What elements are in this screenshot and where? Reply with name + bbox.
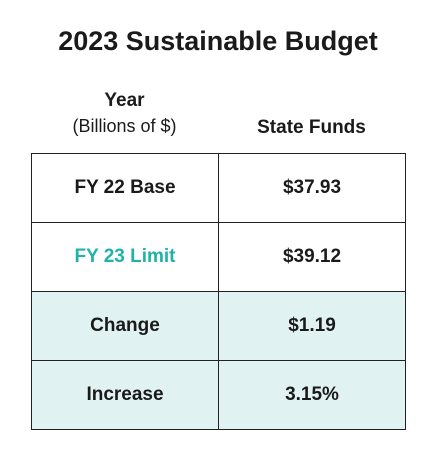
cell: $1.19 [218,291,406,361]
row: FY 23 Limit $39.12 [31,222,406,292]
cell: $39.12 [218,222,406,292]
title: 2023 Sustainable Budget [58,26,378,56]
row: Change $1.19 [31,291,406,361]
cell: Increase [31,360,219,430]
column-header: State Funds [218,117,405,139]
budget-table: FY 22 Base $37.93 FY 23 Limit $39.12 Cha… [31,153,406,430]
column-note: (Billions of $) [72,116,177,136]
column-header: Year (Billions of $) [31,90,218,137]
cell: FY 23 Limit [31,222,219,292]
column-label: Year [104,90,145,111]
cell: FY 22 Base [31,153,219,223]
cell: 3.15% [218,360,406,430]
row: Increase 3.15% [31,360,406,430]
row: FY 22 Base $37.93 [31,153,406,223]
cell: $37.93 [218,153,406,223]
cell: Change [31,291,219,361]
column-label: State Funds [257,117,366,138]
